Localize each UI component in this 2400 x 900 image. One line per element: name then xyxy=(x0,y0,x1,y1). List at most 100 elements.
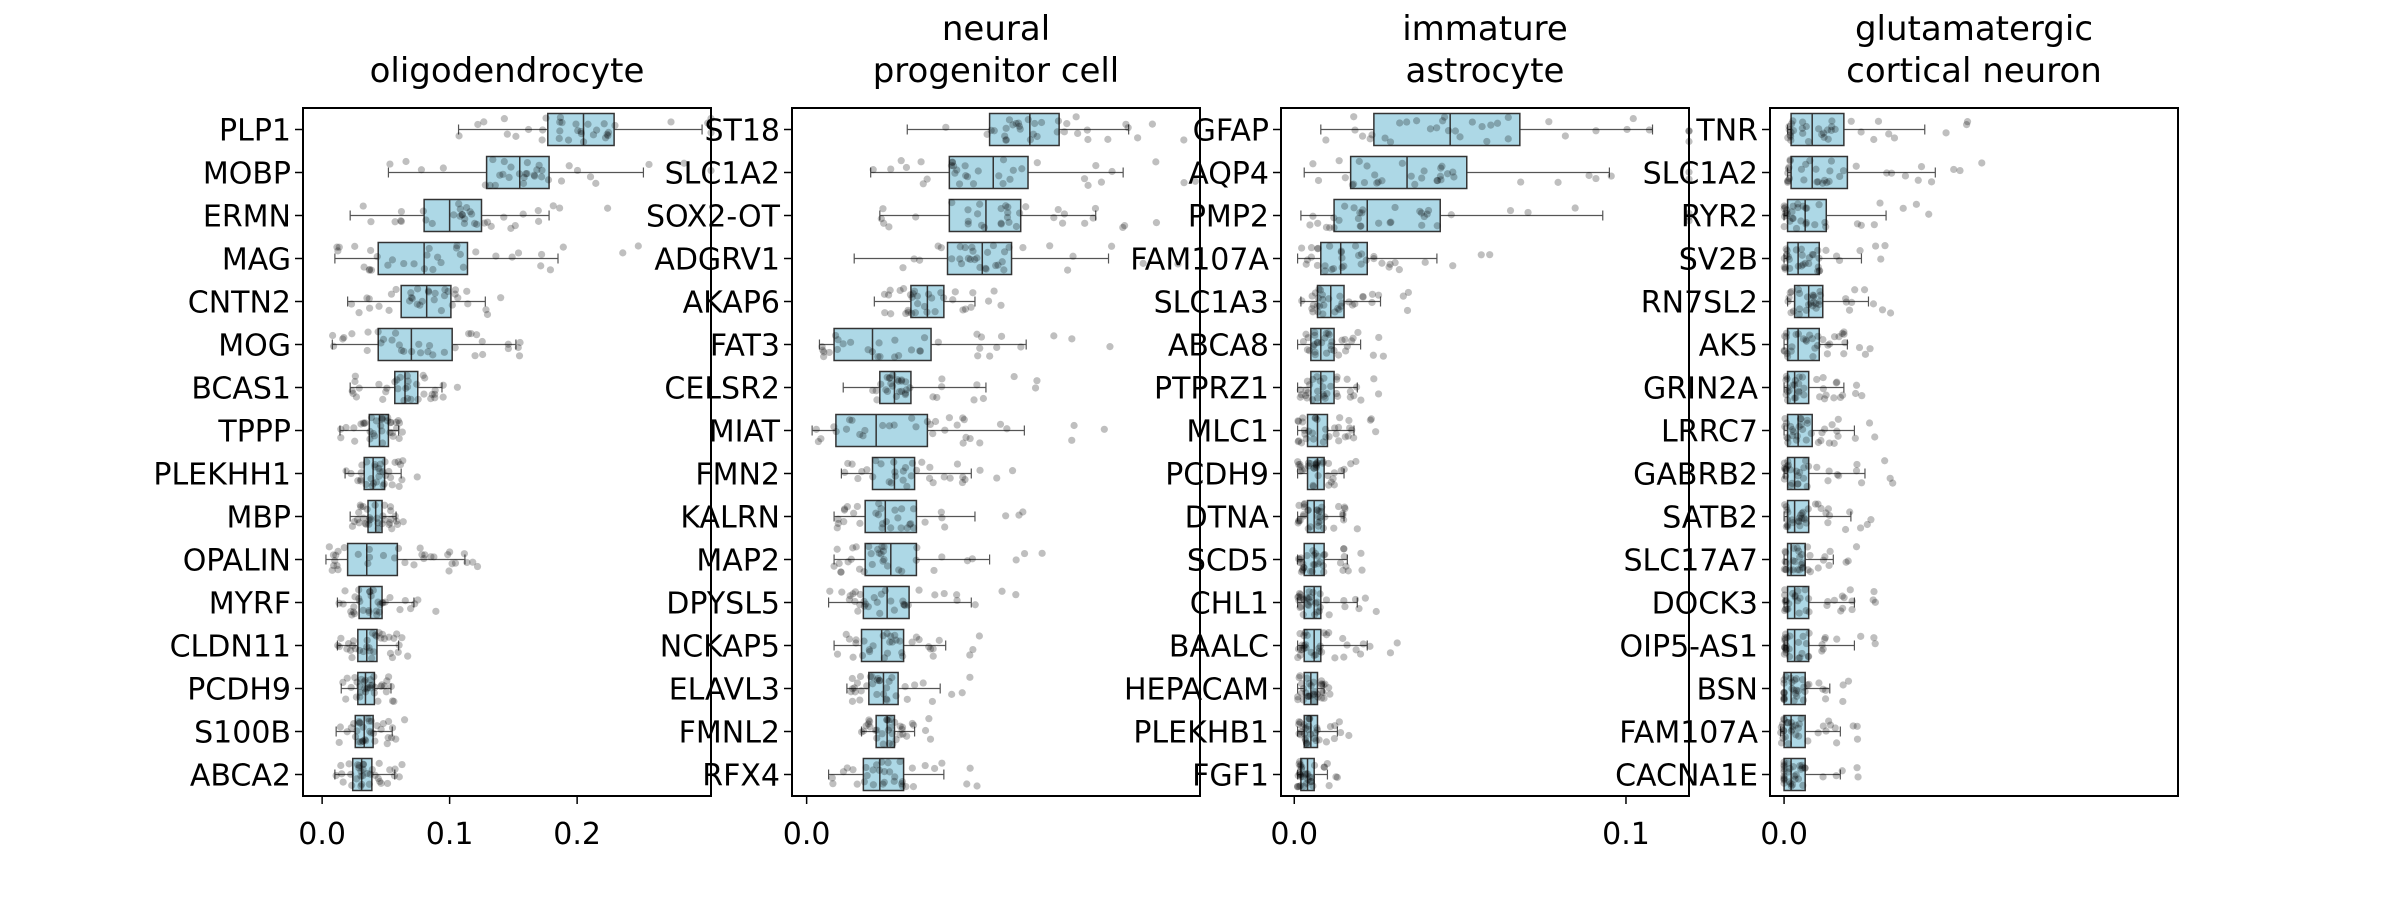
data-point xyxy=(1794,638,1803,646)
data-point xyxy=(1294,417,1303,426)
data-point xyxy=(336,723,344,731)
data-point xyxy=(1824,477,1832,485)
data-point xyxy=(868,673,876,681)
data-point xyxy=(1296,651,1304,659)
data-point xyxy=(1788,516,1796,524)
data-point xyxy=(901,463,910,472)
data-point xyxy=(335,599,343,607)
data-point xyxy=(1799,632,1807,641)
data-point xyxy=(368,654,376,662)
data-point xyxy=(378,414,386,422)
gene-row: DOCK3 xyxy=(1652,585,1879,622)
data-point xyxy=(1780,775,1788,783)
data-point xyxy=(1295,592,1303,601)
data-point xyxy=(398,476,406,484)
data-point xyxy=(395,773,403,781)
data-point xyxy=(956,255,964,263)
data-point xyxy=(845,596,854,604)
data-point xyxy=(1798,764,1806,772)
data-point xyxy=(1816,393,1824,401)
data-point xyxy=(1191,177,1199,185)
data-point xyxy=(445,567,453,575)
data-point xyxy=(951,288,959,296)
data-point xyxy=(559,243,567,251)
data-point xyxy=(1802,218,1810,227)
jitter-points xyxy=(1294,672,1334,705)
data-point xyxy=(1340,503,1349,511)
data-point xyxy=(1825,467,1833,475)
data-point xyxy=(1780,346,1788,355)
x-tick-label: 0.0 xyxy=(298,817,346,852)
data-point xyxy=(1833,471,1842,479)
data-point xyxy=(1803,543,1812,551)
data-point xyxy=(882,518,890,526)
data-point xyxy=(1797,217,1805,225)
data-point xyxy=(1152,219,1161,227)
data-point xyxy=(888,730,896,738)
data-point xyxy=(1524,208,1532,217)
data-point xyxy=(966,651,974,659)
data-point xyxy=(1300,501,1308,509)
gene-row: CLDN11 xyxy=(170,628,412,665)
data-point xyxy=(391,554,399,562)
data-point xyxy=(381,598,389,606)
panel-4: glutamatergic cortical neuronTNRSLC1A2RYR… xyxy=(1615,9,2179,852)
data-point xyxy=(833,345,842,354)
data-point xyxy=(940,294,948,302)
data-point xyxy=(356,682,364,690)
data-point xyxy=(1004,209,1012,217)
data-point xyxy=(456,205,464,213)
data-point xyxy=(850,684,858,692)
jitter-points xyxy=(332,759,406,790)
data-point xyxy=(1477,251,1485,259)
data-point xyxy=(1311,561,1319,569)
data-point xyxy=(1325,433,1333,441)
data-point xyxy=(1323,759,1331,768)
data-point xyxy=(1799,202,1807,210)
data-point xyxy=(959,473,967,481)
data-point xyxy=(1368,298,1376,307)
gene-label: GFAP xyxy=(1193,114,1269,149)
data-point xyxy=(427,553,435,561)
data-point xyxy=(1824,341,1832,349)
data-point xyxy=(826,587,834,595)
data-point xyxy=(416,544,424,552)
gene-row: GFAP xyxy=(1193,112,1693,149)
gene-label: CHL1 xyxy=(1190,587,1269,622)
data-point xyxy=(1418,174,1426,182)
data-point xyxy=(408,347,416,356)
data-point xyxy=(842,425,851,433)
box xyxy=(1786,198,1828,233)
data-point xyxy=(384,417,392,425)
data-point xyxy=(1378,177,1386,185)
data-point xyxy=(365,606,373,615)
data-point xyxy=(983,130,991,138)
data-point xyxy=(1005,243,1013,251)
data-point xyxy=(841,468,849,477)
data-point xyxy=(1816,287,1824,296)
data-point xyxy=(1352,646,1360,654)
gene-row: SV2B xyxy=(1679,241,1889,278)
data-point xyxy=(604,131,612,140)
data-point xyxy=(1942,129,1950,137)
gene-label: HEPACAM xyxy=(1124,673,1269,708)
data-point xyxy=(1398,159,1406,167)
data-point xyxy=(1337,247,1345,255)
data-point xyxy=(923,175,931,183)
data-point xyxy=(422,216,430,224)
data-point xyxy=(901,389,910,397)
data-point xyxy=(904,308,912,316)
data-point xyxy=(866,673,875,681)
data-point xyxy=(390,772,399,780)
data-point xyxy=(1330,469,1338,477)
data-point xyxy=(431,386,439,394)
data-point xyxy=(948,158,957,166)
data-point xyxy=(1901,172,1910,180)
data-point xyxy=(1795,654,1803,662)
jitter-points xyxy=(1782,372,1866,404)
data-point xyxy=(1311,328,1319,337)
data-point xyxy=(1802,519,1810,527)
data-point xyxy=(1797,715,1805,723)
data-point xyxy=(362,520,370,528)
data-point xyxy=(377,725,385,733)
